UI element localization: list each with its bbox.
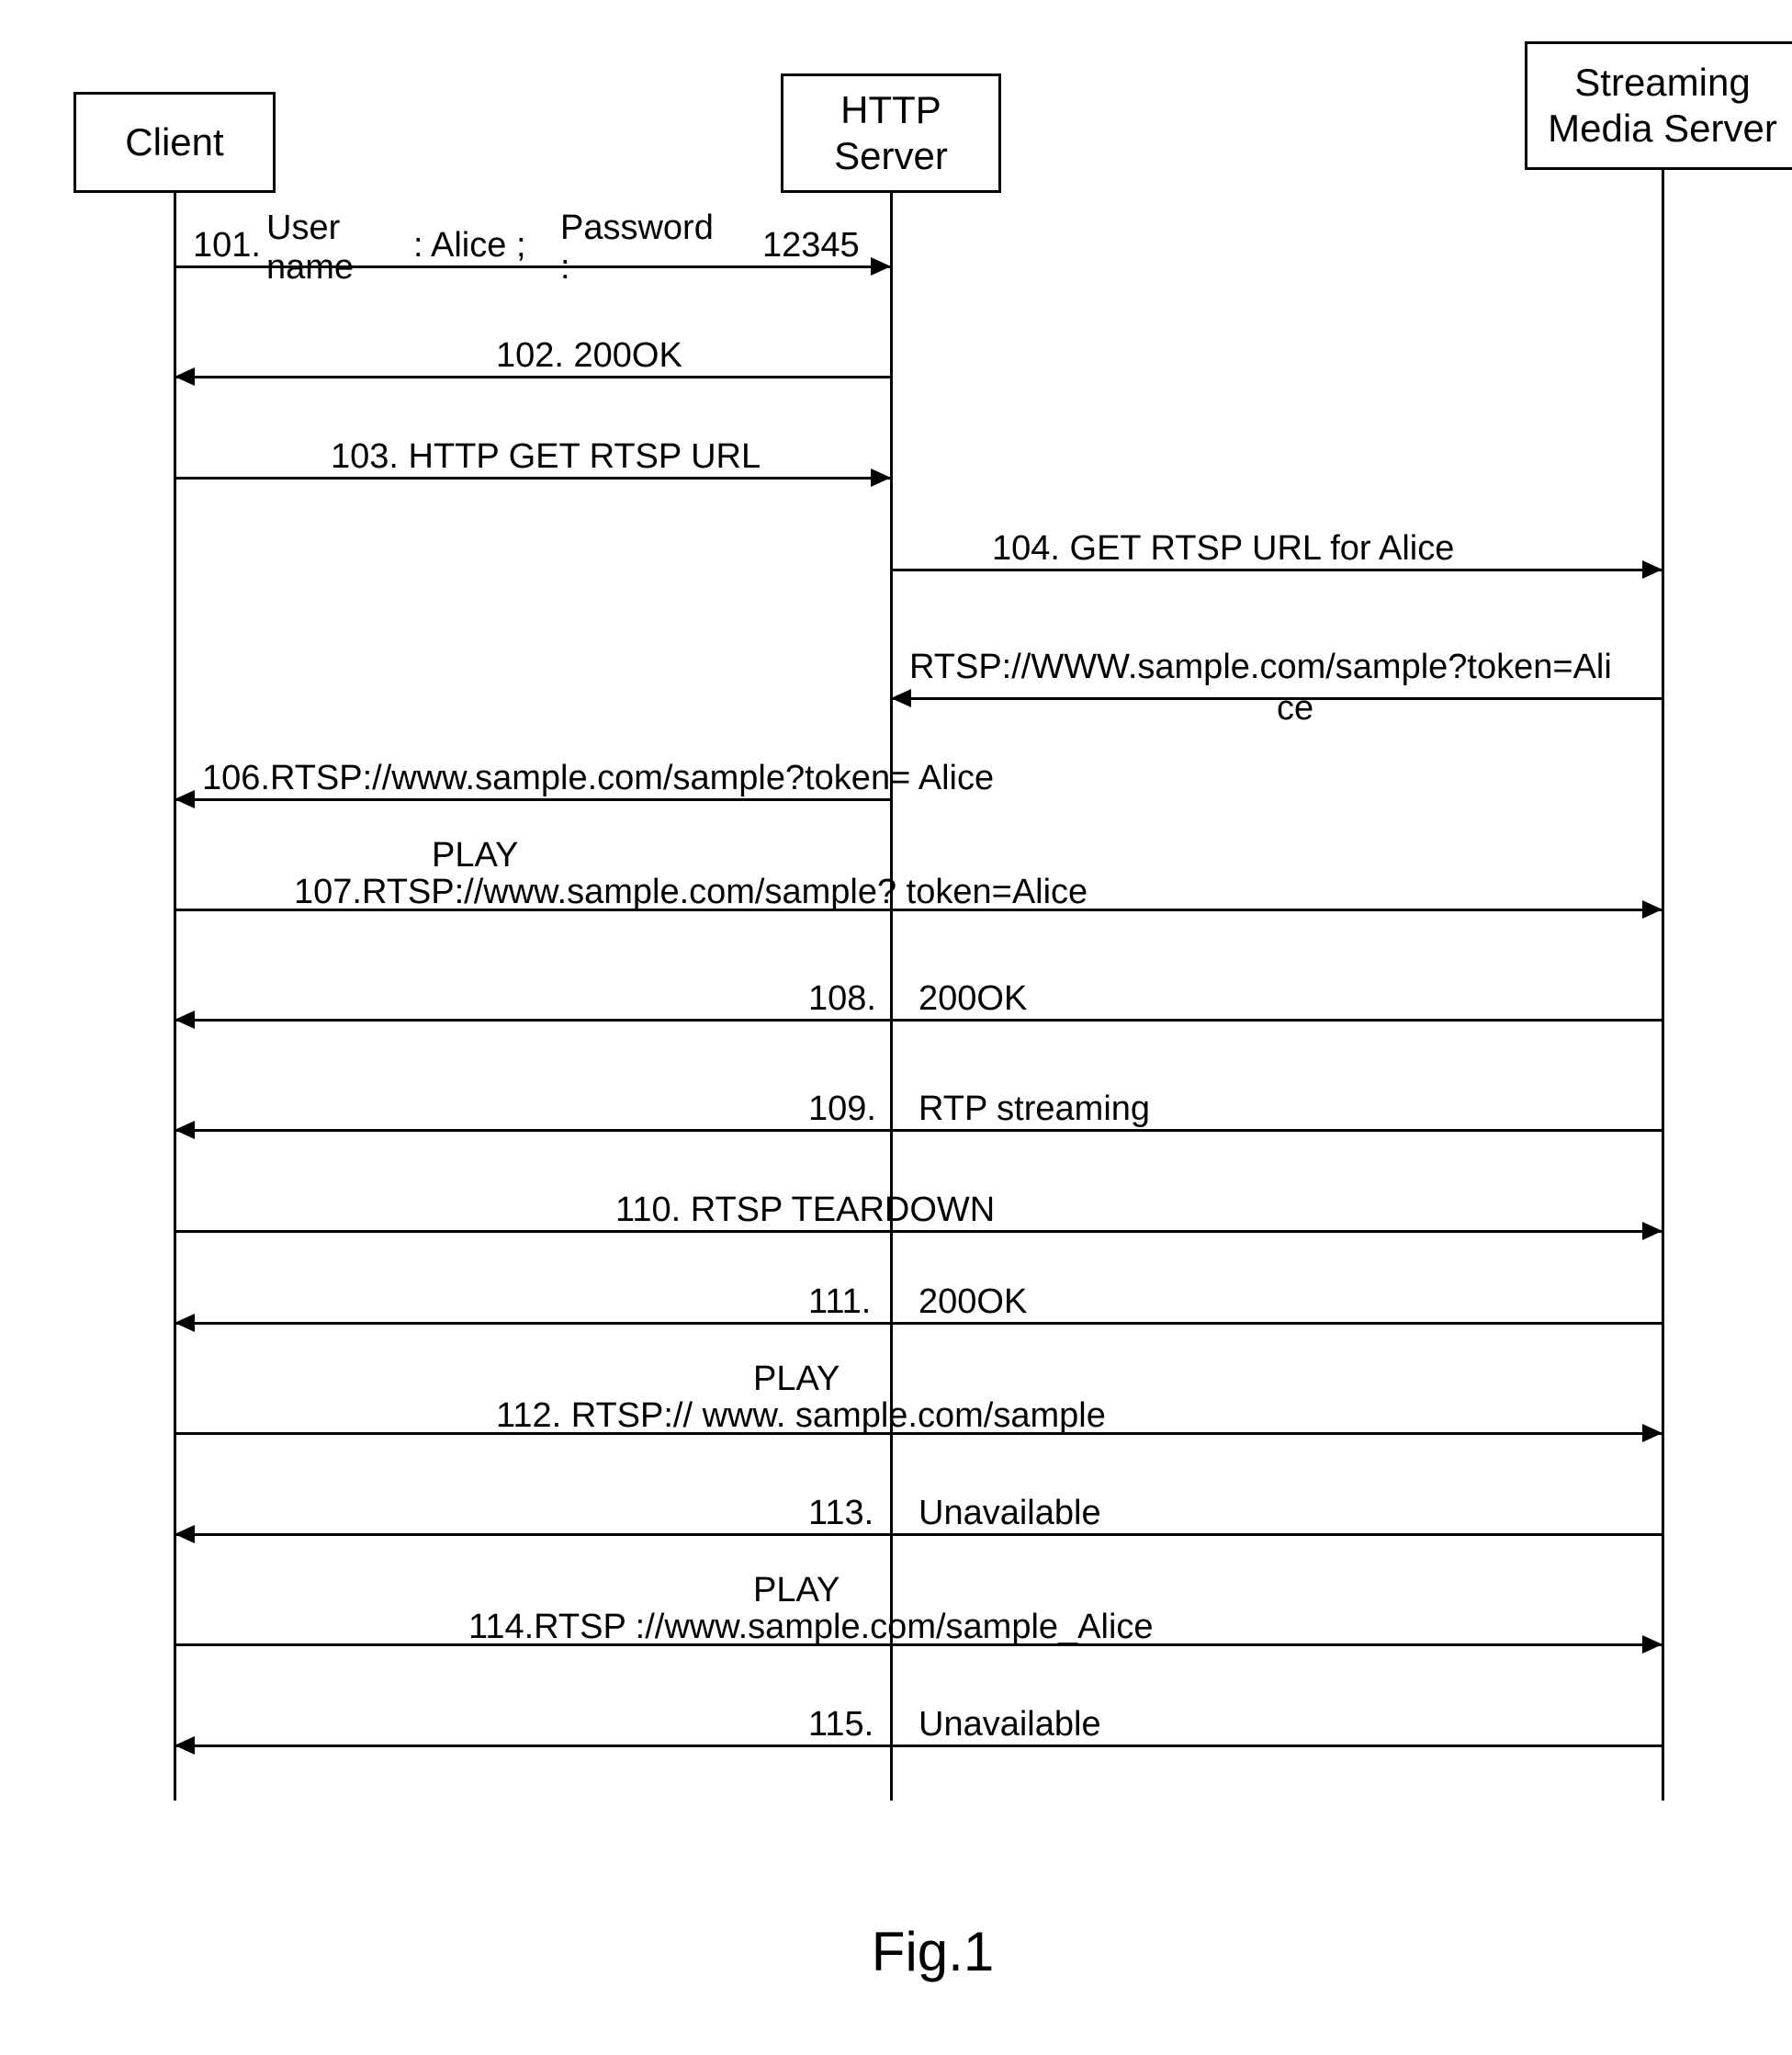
message-line [175, 1322, 1662, 1325]
lifeline-http [890, 193, 893, 1801]
message-label: 113. [808, 1494, 873, 1533]
message-label: 115. [808, 1705, 873, 1744]
message-label: Unavailable [919, 1494, 1101, 1533]
message-label: ce [1277, 689, 1313, 728]
message-line [175, 1019, 1662, 1022]
message-label: 104. GET RTSP URL for Alice [992, 529, 1454, 569]
arrow-head-icon [1642, 900, 1662, 919]
message-label: 114.RTSP ://www.sample.com/sample_Alice [468, 1608, 1154, 1647]
sequence-diagram: Client HTTPServer StreamingMedia Server 101… [37, 37, 1792, 2018]
message-line [175, 1533, 1662, 1536]
message-label: PLAY [432, 836, 518, 875]
participant-http: HTTPServer [781, 73, 1001, 193]
message-line [175, 376, 891, 378]
message-line [175, 477, 891, 480]
message-label: 102. 200OK [496, 336, 682, 376]
message-line [175, 1230, 1662, 1233]
message-label: 200OK [919, 1282, 1027, 1322]
arrow-head-icon [175, 1525, 195, 1543]
message-label: 110. RTSP TEARDOWN [615, 1191, 995, 1230]
message-label: 101. [193, 226, 261, 265]
arrow-head-icon [1642, 1222, 1662, 1240]
message-label: Username [266, 209, 354, 288]
arrow-head-icon [1642, 560, 1662, 579]
message-label: PLAY [753, 1360, 840, 1399]
message-label: 107.RTSP://www.sample.com/sample? token=… [294, 873, 1088, 912]
message-label: Password: [560, 209, 714, 288]
message-line [175, 1129, 1662, 1132]
arrow-head-icon [1642, 1424, 1662, 1442]
arrow-head-icon [175, 1011, 195, 1029]
arrow-head-icon [175, 1736, 195, 1755]
message-label: 103. HTTP GET RTSP URL [331, 437, 761, 477]
participant-client: Client [73, 92, 276, 193]
arrow-head-icon [871, 257, 891, 276]
lifeline-media [1662, 170, 1664, 1801]
participant-media: StreamingMedia Server [1525, 41, 1792, 170]
message-line [175, 1744, 1662, 1747]
message-label: Unavailable [919, 1705, 1101, 1744]
lifeline-client [174, 193, 176, 1801]
arrow-head-icon [175, 367, 195, 386]
message-label: 106.RTSP://www.sample.com/sample?token= … [202, 759, 994, 798]
figure-caption: Fig.1 [37, 1920, 1792, 1983]
message-label: 108. [808, 979, 876, 1019]
arrow-head-icon [1642, 1635, 1662, 1654]
message-label: 109. [808, 1090, 876, 1129]
message-label: PLAY [753, 1571, 840, 1610]
message-label: RTP streaming [919, 1090, 1150, 1129]
arrow-head-icon [175, 790, 195, 808]
message-label: : Alice ; [413, 226, 526, 265]
arrow-head-icon [891, 689, 911, 707]
arrow-head-icon [175, 1121, 195, 1139]
message-label: RTSP://WWW.sample.com/sample?token=Ali [909, 648, 1612, 687]
message-label: 12345 [762, 226, 860, 265]
message-label: 200OK [919, 979, 1027, 1019]
arrow-head-icon [871, 469, 891, 487]
message-line [891, 569, 1662, 571]
message-label: 112. RTSP:// www. sample.com/sample [496, 1396, 1106, 1436]
arrow-head-icon [175, 1314, 195, 1332]
message-label: 111. [808, 1282, 871, 1322]
message-line [175, 798, 891, 801]
